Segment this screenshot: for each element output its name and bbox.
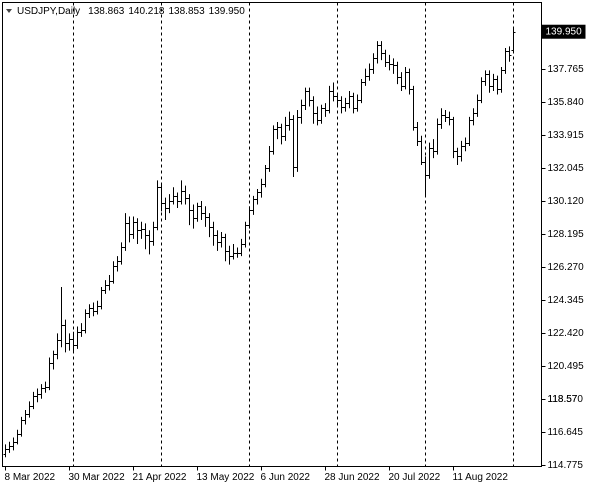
y-tick-label: 130.120 [548, 196, 585, 207]
x-tick-label: 8 Mar 2022 [5, 472, 56, 483]
x-tick-label: 20 Jul 2022 [389, 472, 441, 483]
low: 138.853 [168, 6, 205, 17]
period-separators [73, 2, 514, 467]
x-tick-label: 13 May 2022 [197, 472, 255, 483]
y-tick-label: 126.270 [548, 262, 585, 273]
x-tick-label: 11 Aug 2022 [453, 472, 509, 483]
menu-arrow[interactable] [6, 9, 12, 13]
y-tick-label: 116.645 [548, 427, 584, 438]
y-tick-label: 120.495 [548, 361, 585, 372]
y-tick-label: 128.195 [548, 229, 585, 240]
chart-info: USDJPY,Daily 138.863 140.218 138.853 139.950 [17, 6, 245, 17]
open: 138.863 [88, 6, 125, 17]
y-tick-label: 135.840 [548, 97, 585, 108]
y-tick-label: 124.345 [548, 295, 585, 306]
x-tick-label: 21 Apr 2022 [133, 472, 187, 483]
y-tick-label: 132.045 [548, 163, 585, 174]
y-tick-label: 114.775 [548, 460, 584, 471]
price-label: 139.950 [546, 26, 583, 37]
x-tick-label: 28 Jun 2022 [325, 472, 380, 483]
price-box [541, 24, 586, 39]
high: 140.218 [128, 6, 165, 17]
y-tick-label: 133.915 [548, 130, 585, 141]
y-tick-label: 137.765 [548, 64, 585, 75]
y-tick-label: 122.420 [548, 328, 585, 339]
symbol: USDJPY,Daily [17, 6, 80, 17]
x-tick-label: 6 Jun 2022 [261, 472, 311, 483]
y-tick-label: 118.570 [548, 394, 584, 405]
plot-frame [2, 2, 542, 467]
close: 139.950 [209, 6, 246, 17]
y-tick-label: 118.57 [548, 394, 578, 405]
x-tick-label: 30 Mar 2022 [69, 472, 126, 483]
